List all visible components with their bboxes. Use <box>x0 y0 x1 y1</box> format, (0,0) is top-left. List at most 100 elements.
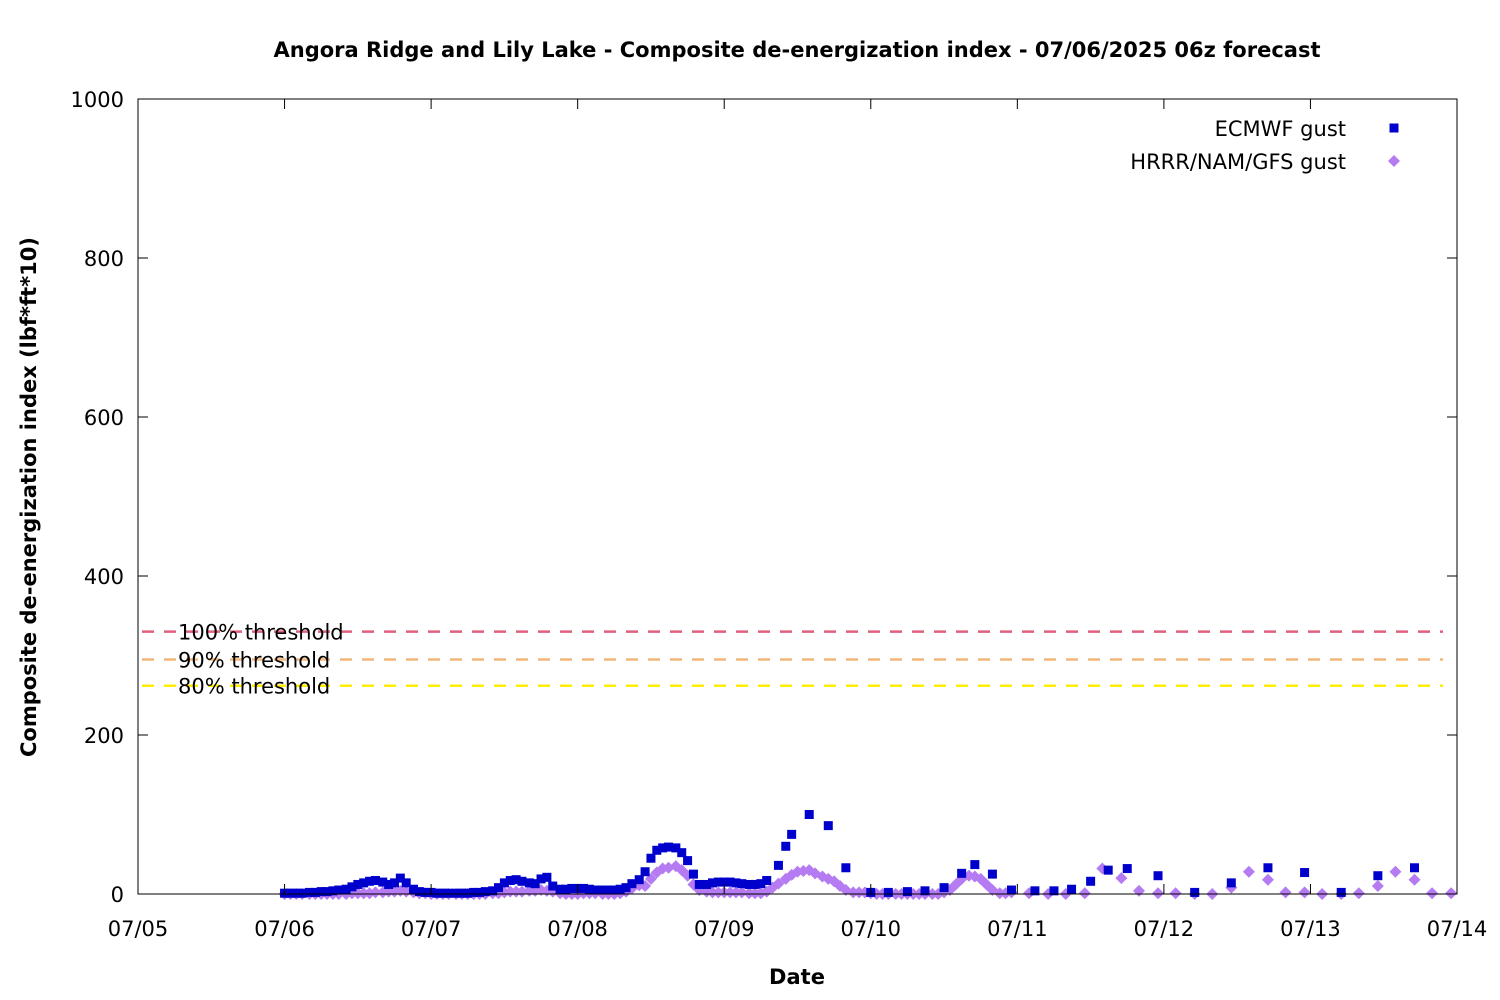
hrrr-point <box>1078 887 1091 900</box>
legend-marker-0 <box>1389 123 1399 133</box>
ecmwf-point <box>902 887 912 897</box>
chart-title: Angora Ridge and Lily Lake - Composite d… <box>274 38 1321 62</box>
hrrr-point <box>1169 887 1182 900</box>
ecmwf-point <box>488 886 498 896</box>
ecmwf-point <box>1086 876 1096 886</box>
y-tick-label: 600 <box>84 406 124 430</box>
ecmwf-point <box>401 878 411 888</box>
hrrr-point <box>1426 887 1439 900</box>
ecmwf-point <box>469 887 479 897</box>
x-tick-label: 07/06 <box>254 917 315 941</box>
ecmwf-point <box>457 888 467 898</box>
ecmwf-point <box>725 877 735 887</box>
ecmwf-point <box>384 879 394 889</box>
ecmwf-point <box>664 842 674 852</box>
ecmwf-point <box>579 883 589 893</box>
x-axis-label: Date <box>769 965 825 989</box>
ecmwf-point <box>683 856 693 866</box>
x-tick-label: 07/08 <box>547 917 608 941</box>
ecmwf-point <box>787 829 797 839</box>
hrrr-point <box>1445 887 1458 900</box>
ecmwf-point <box>365 876 375 886</box>
legend: ECMWF gust HRRR/NAM/GFS gust <box>1130 117 1400 174</box>
ecmwf-point <box>756 879 766 889</box>
hrrr-point <box>1279 886 1292 899</box>
ecmwf-point <box>702 879 712 889</box>
y-tick-label: 1000 <box>71 88 124 112</box>
ecmwf-point <box>1067 884 1077 894</box>
ecmwf-point <box>920 886 930 896</box>
ecmwf-point <box>297 888 307 898</box>
ecmwf-point <box>970 860 980 870</box>
ecmwf-point <box>694 879 704 889</box>
ecmwf-point <box>370 875 380 885</box>
ecmwf-point <box>1190 887 1200 897</box>
ecmwf-point <box>584 884 594 894</box>
ecmwf-point <box>517 876 527 886</box>
ecmwf-point <box>719 877 729 887</box>
ecmwf-point <box>438 888 448 898</box>
ecmwf-point <box>463 888 473 898</box>
ecmwf-point <box>615 884 625 894</box>
ecmwf-point <box>505 875 515 885</box>
hrrr-point <box>1242 865 1255 878</box>
hrrr-point <box>369 886 382 899</box>
threshold-label-2: 80% threshold <box>178 675 330 699</box>
x-tick-label: 07/12 <box>1134 917 1195 941</box>
hrrr-point <box>1115 872 1128 885</box>
ecmwf-point <box>409 884 419 894</box>
axis-ticks: 0 200 400 600 800 1000 07/05 07/06 07/07 07/08 07/… <box>71 88 1488 941</box>
ecmwf-point <box>555 884 565 894</box>
ecmwf-point <box>395 873 405 883</box>
ecmwf-point <box>341 884 351 894</box>
ecmwf-point <box>957 868 967 878</box>
threshold-label-1: 90% threshold <box>178 648 330 672</box>
ecmwf-point <box>737 879 747 889</box>
ecmwf-point <box>634 875 644 885</box>
data-points <box>278 810 1458 900</box>
ecmwf-point <box>987 869 997 879</box>
x-tick-label: 07/05 <box>108 917 169 941</box>
hrrr-point <box>1352 887 1365 900</box>
ecmwf-point <box>414 887 424 897</box>
ecmwf-point <box>542 872 552 882</box>
x-tick-label: 07/07 <box>401 917 462 941</box>
ecmwf-point <box>291 888 301 898</box>
ecmwf-point <box>652 845 662 855</box>
ecmwf-point <box>1122 864 1132 874</box>
ecmwf-point <box>731 878 741 888</box>
ecmwf-point <box>334 885 344 895</box>
x-tick-label: 07/11 <box>987 917 1048 941</box>
ecmwf-point <box>841 863 851 873</box>
legend-label-0: ECMWF gust <box>1215 117 1346 141</box>
ecmwf-point <box>823 821 833 831</box>
ecmwf-point <box>378 877 388 887</box>
ecmwf-point <box>627 879 637 889</box>
ecmwf-point <box>499 878 509 888</box>
y-tick-label: 200 <box>84 724 124 748</box>
y-tick-label: 400 <box>84 565 124 589</box>
x-tick-label: 07/10 <box>841 917 902 941</box>
ecmwf-point <box>658 843 668 853</box>
ecmwf-point <box>590 885 600 895</box>
hrrr-point <box>1261 873 1274 886</box>
ecmwf-point <box>524 878 534 888</box>
ecmwf-point <box>548 881 558 891</box>
ecmwf-point <box>494 883 504 893</box>
ecmwf-point <box>310 887 320 897</box>
ecmwf-point <box>1336 887 1346 897</box>
x-tick-label: 07/14 <box>1427 917 1488 941</box>
hrrr-point <box>772 877 785 890</box>
ecmwf-point <box>480 887 490 897</box>
plot-frame <box>137 98 1458 895</box>
ecmwf-point <box>1373 871 1383 881</box>
hrrr-point <box>515 885 528 898</box>
ecmwf-point <box>1226 878 1236 888</box>
ecmwf-point <box>1263 863 1273 873</box>
y-axis-label: Composite de-energization index (lbf*ft*… <box>17 237 41 757</box>
hrrr-point <box>1298 886 1311 899</box>
ecmwf-point <box>939 883 949 893</box>
ecmwf-point <box>1300 868 1310 878</box>
ecmwf-point <box>1030 886 1040 896</box>
